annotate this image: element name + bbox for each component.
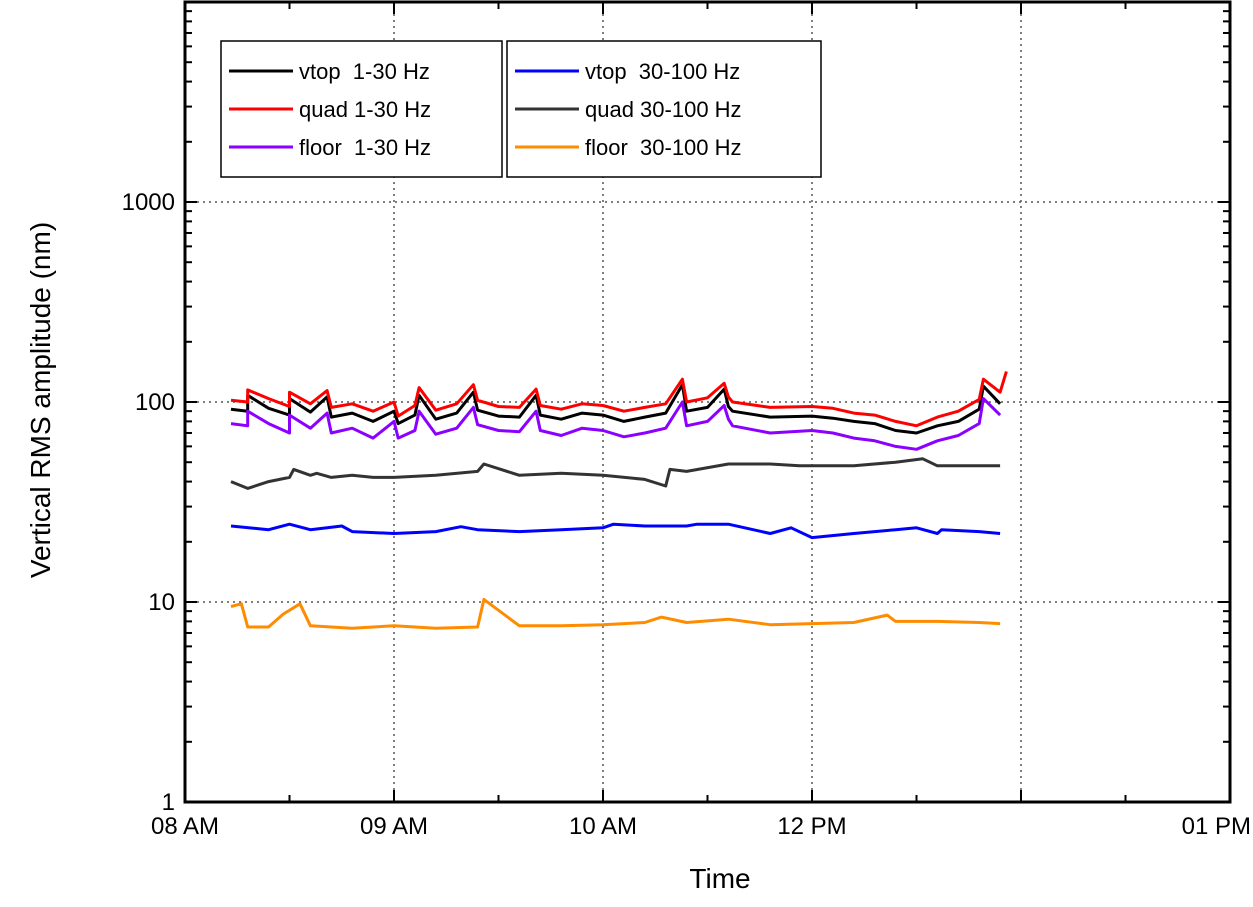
legend-label: floor 30-100 Hz — [585, 135, 742, 160]
legends: vtop 1-30 Hz quad 1-30 Hz floor 1-30 Hz vto… — [220, 40, 822, 178]
tick-labels: 08 AM 09 AM 10 AM 12 PM 01 PM 1 10 100 1000 — [122, 189, 1251, 840]
x-tick-label: 08 AM — [151, 813, 219, 840]
x-tick-label: 09 AM — [360, 813, 428, 840]
series-line — [230, 457, 1001, 490]
series-line — [230, 383, 1002, 435]
legend-label: quad 1-30 Hz — [299, 97, 431, 122]
x-axis-title: Time — [689, 863, 750, 894]
legend-label: floor 1-30 Hz — [299, 135, 431, 160]
axes — [183, 0, 1232, 804]
legend-label: vtop 30-100 Hz — [585, 59, 740, 84]
x-tick-label: 01 PM — [1182, 813, 1251, 840]
x-tick-label: 12 PM — [777, 813, 846, 840]
y-tick-label: 100 — [135, 389, 175, 416]
series-line — [230, 522, 1001, 540]
series-line — [230, 371, 1008, 428]
y-tick-label: 1000 — [122, 189, 175, 216]
y-tick-label: 1 — [162, 789, 175, 816]
legend-label: quad 30-100 Hz — [585, 97, 742, 122]
legend-label: vtop 1-30 Hz — [299, 59, 430, 84]
series-lines — [230, 371, 1008, 630]
series-line — [230, 597, 1001, 630]
series-line — [230, 397, 1002, 451]
x-tick-label: 10 AM — [569, 813, 637, 840]
y-tick-label: 10 — [148, 589, 175, 616]
y-axis-title: Vertical RMS amplitude (nm) — [25, 222, 56, 578]
